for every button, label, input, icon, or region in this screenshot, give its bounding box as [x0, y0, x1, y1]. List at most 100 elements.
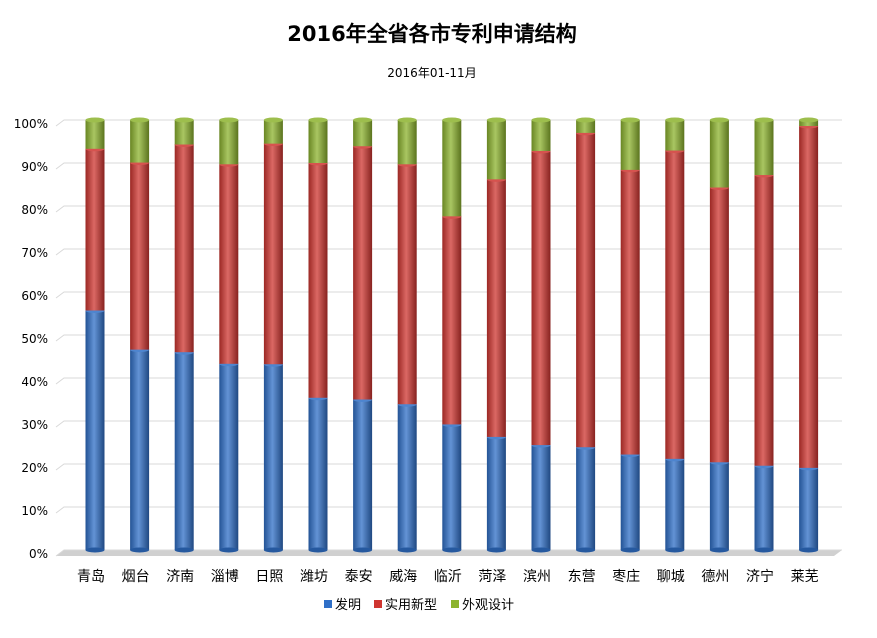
bar-base [85, 547, 105, 553]
y-tick-label: 70% [21, 246, 48, 260]
bar-segment-top [263, 117, 283, 123]
bar-segment [754, 465, 774, 550]
bar-segment [620, 120, 640, 170]
bar-segment [531, 445, 551, 550]
bar-segment [754, 175, 774, 466]
bar-segment [397, 404, 417, 550]
x-tick-label: 德州 [701, 569, 729, 585]
bar-segment [709, 187, 729, 463]
bar-group [397, 117, 417, 553]
bar-segment [397, 120, 417, 165]
bar-segment [219, 120, 239, 165]
bar-segment-top [799, 117, 819, 123]
bar-base [263, 547, 283, 553]
legend-label: 外观设计 [462, 598, 514, 613]
bar-base [442, 547, 462, 553]
y-tick-label: 90% [21, 160, 48, 174]
legend-label: 发明 [335, 597, 361, 613]
bar-group [531, 117, 551, 553]
bar-segment [174, 352, 194, 550]
legend-swatch [324, 600, 332, 608]
bar-segment [308, 163, 328, 398]
bar-base [486, 547, 506, 553]
bar-segment [709, 462, 729, 550]
x-tick-label: 莱芜 [791, 568, 819, 585]
y-axis: 0% 10% 20% 30% 40% 50% 60% 70% 80% 90% 100% [14, 117, 48, 561]
bar-segment-top [531, 117, 551, 123]
bar-segment [263, 364, 283, 550]
bar-segment [130, 120, 150, 163]
bar-base [130, 547, 150, 553]
bar-segment-top [174, 117, 194, 123]
bar-segment-top [130, 117, 150, 123]
bar-base [576, 547, 596, 553]
bar-group [130, 117, 150, 553]
bar-segment [799, 126, 819, 468]
bar-base [754, 547, 774, 553]
y-tick-label: 0% [29, 547, 48, 561]
y-tick-label: 60% [21, 289, 48, 303]
bar-group [353, 117, 373, 553]
bar-segment [442, 216, 462, 425]
bar-segment [130, 349, 150, 550]
bar-base [353, 547, 373, 553]
bar-segment [308, 120, 328, 163]
bar-segment [665, 150, 685, 459]
chart-subtitle: 2016年01-11月 [387, 66, 476, 80]
y-tick-label: 100% [14, 117, 48, 131]
bar-segment [799, 467, 819, 550]
bar-segment [799, 120, 819, 127]
bar-group [754, 117, 774, 553]
bar-segment [353, 120, 373, 147]
bar-segment [174, 144, 194, 353]
y-tick-label: 20% [21, 461, 48, 475]
legend-item: 发明 [324, 597, 361, 613]
x-tick-label: 菏泽 [478, 569, 506, 585]
bar-segment [442, 120, 462, 217]
bar-segment [85, 310, 105, 550]
bar-base [308, 547, 328, 553]
bar-segment [576, 132, 596, 448]
legend-label: 实用新型 [385, 597, 437, 613]
bar-segment [620, 454, 640, 550]
bar-segment [219, 164, 239, 364]
bar-segment [665, 458, 685, 550]
bar-base [799, 547, 819, 553]
bar-segment [531, 150, 551, 446]
bar-segment [486, 436, 506, 550]
bar-segment [130, 162, 150, 350]
bar-segment [709, 120, 729, 188]
y-tick-label: 40% [21, 375, 48, 389]
y-tick-label: 50% [21, 332, 48, 346]
bar-group [85, 117, 105, 553]
bar-base [620, 547, 640, 553]
bar-segment [486, 120, 506, 180]
bar-group [174, 117, 194, 553]
bar-group [442, 117, 462, 553]
bar-segment [308, 397, 328, 550]
bar-group [665, 117, 685, 553]
bar-group [576, 117, 596, 553]
bar-base [397, 547, 417, 553]
bar-group [263, 117, 283, 553]
legend-swatch [374, 600, 382, 608]
bar-segment [576, 120, 596, 133]
bar-segment [85, 120, 105, 149]
bar-segment-top [620, 117, 640, 123]
bar-segment [353, 399, 373, 550]
bar-segment-top [397, 117, 417, 123]
y-tick-label: 80% [21, 203, 48, 217]
bar-segment [174, 120, 194, 145]
bar-segment-top [353, 117, 373, 123]
x-tick-label: 潍坊 [300, 569, 328, 585]
chart-title: 2016年全省各市专利申请结构 [287, 22, 576, 46]
bar-group [486, 117, 506, 553]
chart-floor [56, 550, 842, 556]
bar-segment-top [665, 117, 685, 123]
bar-segment [85, 148, 105, 311]
x-tick-label: 烟台 [122, 569, 150, 585]
x-tick-label: 滨州 [523, 569, 551, 585]
legend-item: 实用新型 [374, 597, 437, 613]
bar-segment [353, 146, 373, 400]
